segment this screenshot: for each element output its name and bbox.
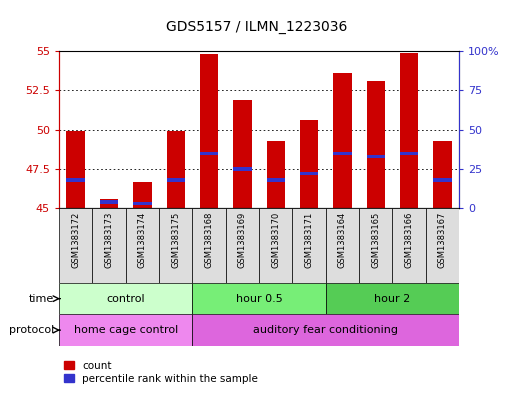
Bar <box>292 208 326 283</box>
Bar <box>226 208 259 283</box>
Bar <box>367 81 385 208</box>
Bar <box>426 208 459 283</box>
Bar <box>400 53 418 208</box>
Bar <box>133 202 151 205</box>
Text: home cage control: home cage control <box>73 325 178 335</box>
Bar <box>100 200 118 204</box>
Text: protocol: protocol <box>9 325 54 335</box>
Bar <box>326 283 459 314</box>
Bar <box>167 131 185 208</box>
Bar <box>59 283 192 314</box>
Text: GSM1383174: GSM1383174 <box>138 212 147 268</box>
Bar <box>433 178 451 182</box>
Text: hour 2: hour 2 <box>374 294 410 304</box>
Bar <box>392 208 426 283</box>
Text: auditory fear conditioning: auditory fear conditioning <box>253 325 398 335</box>
Bar <box>126 208 159 283</box>
Text: GSM1383166: GSM1383166 <box>405 212 413 268</box>
Bar <box>300 172 318 175</box>
Bar <box>167 178 185 182</box>
Text: GSM1383171: GSM1383171 <box>305 212 313 268</box>
Bar <box>259 208 292 283</box>
Text: GSM1383172: GSM1383172 <box>71 212 80 268</box>
Bar <box>92 208 126 283</box>
Bar <box>67 131 85 208</box>
Bar <box>359 208 392 283</box>
Bar <box>100 199 118 208</box>
Bar <box>59 208 92 283</box>
Text: hour 0.5: hour 0.5 <box>235 294 283 304</box>
Bar <box>59 314 192 346</box>
Text: GSM1383168: GSM1383168 <box>205 212 213 268</box>
Bar <box>267 141 285 208</box>
Text: GSM1383167: GSM1383167 <box>438 212 447 268</box>
Text: GSM1383170: GSM1383170 <box>271 212 280 268</box>
Bar <box>67 178 85 182</box>
Bar <box>233 167 251 171</box>
Bar <box>333 152 351 155</box>
Bar <box>333 73 351 208</box>
Bar <box>133 182 151 208</box>
Bar <box>200 152 218 155</box>
Text: GDS5157 / ILMN_1223036: GDS5157 / ILMN_1223036 <box>166 20 347 34</box>
Bar <box>233 100 251 208</box>
Bar <box>192 208 226 283</box>
Bar <box>192 283 326 314</box>
Text: GSM1383173: GSM1383173 <box>105 212 113 268</box>
Bar <box>367 155 385 158</box>
Text: GSM1383175: GSM1383175 <box>171 212 180 268</box>
Text: control: control <box>106 294 145 304</box>
Bar <box>267 178 285 182</box>
Bar <box>300 120 318 208</box>
Bar <box>433 141 451 208</box>
Bar <box>200 54 218 208</box>
Bar <box>400 152 418 155</box>
Bar <box>159 208 192 283</box>
Text: time: time <box>29 294 54 304</box>
Bar <box>326 208 359 283</box>
Text: GSM1383165: GSM1383165 <box>371 212 380 268</box>
Text: GSM1383169: GSM1383169 <box>238 212 247 268</box>
Bar <box>192 314 459 346</box>
Legend: count, percentile rank within the sample: count, percentile rank within the sample <box>64 361 258 384</box>
Text: GSM1383164: GSM1383164 <box>338 212 347 268</box>
